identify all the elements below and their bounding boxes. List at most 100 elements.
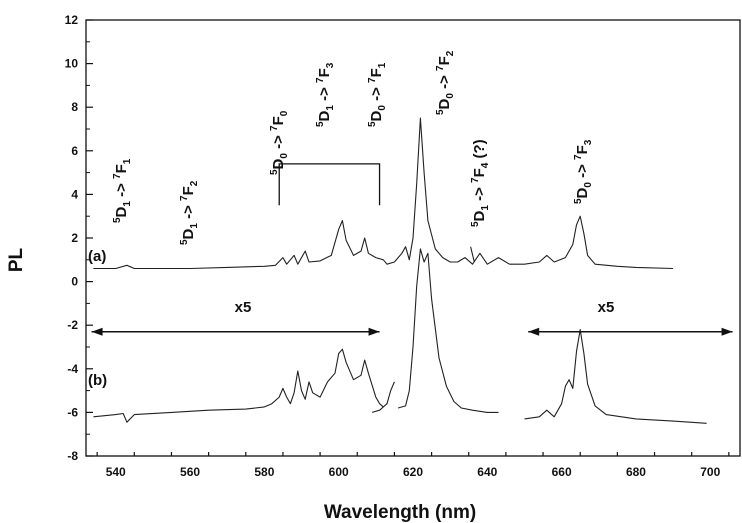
label-part-base1: D xyxy=(316,110,333,121)
label-part-pre: 5 xyxy=(367,121,378,127)
transition-label: 5D1 -> 7F2 xyxy=(179,180,200,245)
label-part-sub1: 0 xyxy=(583,182,594,188)
label-part-base2: F xyxy=(270,116,287,125)
spectrum-line-b xyxy=(524,329,707,424)
label-part-sub1: 1 xyxy=(325,105,336,111)
x-axis-ticks: 540 560 580 600 620 640 660 680 700 xyxy=(96,452,730,479)
label-part-arrow: -> xyxy=(316,83,333,105)
label-part-sub2: 2 xyxy=(445,50,456,56)
y-tick-label: -8 xyxy=(67,449,78,463)
label-part-sup2: 7 xyxy=(367,77,378,83)
spectrum-line-a xyxy=(93,117,674,270)
label-part-sup2: 7 xyxy=(435,65,446,71)
scale-label-x5: x5 xyxy=(235,299,252,316)
y-tick-label: 8 xyxy=(71,100,78,114)
label-part-sup2: 7 xyxy=(470,177,481,183)
label-part-sub1: 1 xyxy=(480,205,491,211)
label-part-pre: 5 xyxy=(315,121,326,127)
x5-range-arrow-right-head-right xyxy=(721,327,733,336)
label-part-base1: D xyxy=(270,158,287,169)
x-tick-label: 540 xyxy=(106,465,126,479)
y-tick-label: 2 xyxy=(71,231,78,245)
label-part-base2: F xyxy=(436,56,453,65)
spectrum-line-b xyxy=(371,381,395,413)
y-axis-ticks: -8 -6 -4 -2 0 2 4 6 8 10 12 xyxy=(65,13,93,463)
label-part-base1: D xyxy=(574,187,591,198)
x5-range-arrow-right-head-left xyxy=(528,327,540,336)
label-part-arrow: -> xyxy=(270,131,287,153)
transition-label: 5D1 -> 7F1 xyxy=(112,158,133,223)
label-part-arrow: -> xyxy=(574,160,591,182)
range-arrows: x5 x5 (a) (b) xyxy=(88,163,733,389)
x5-range-arrow-left-head-right xyxy=(368,327,380,336)
label-part-sub2: 0 xyxy=(279,110,290,116)
label-part-sub2: 3 xyxy=(325,62,336,68)
label-part-base1: D xyxy=(113,206,130,217)
label-part-sub1: 0 xyxy=(279,153,290,159)
label-part-pre: 5 xyxy=(112,217,123,223)
label-part-sup2: 7 xyxy=(179,195,190,201)
series-label-b: (b) xyxy=(88,372,107,389)
label-part-sub2: 3 xyxy=(583,139,594,145)
label-part-arrow: -> xyxy=(113,179,130,201)
bracket xyxy=(278,163,381,206)
label-part-pre: 5 xyxy=(269,169,280,175)
label-part-sub1: 0 xyxy=(377,105,388,111)
x-tick-label: 600 xyxy=(329,465,349,479)
spectrum-line-b xyxy=(397,248,499,413)
label-part-sup2: 7 xyxy=(315,77,326,83)
transition-label: 5D1 -> 7F3 xyxy=(315,62,336,127)
label-part-pre: 5 xyxy=(573,198,584,204)
label-part-base2: F xyxy=(180,186,197,195)
label-part-base1: D xyxy=(471,210,488,221)
series-label-a: (a) xyxy=(88,248,106,265)
x-tick-label: 620 xyxy=(403,465,423,479)
scale-label-x5: x5 xyxy=(598,299,615,316)
x-tick-label: 660 xyxy=(552,465,572,479)
transition-label: 5D0 -> 7F2 xyxy=(435,50,456,115)
label-part-base1: D xyxy=(368,110,385,121)
label-part-pre: 5 xyxy=(179,239,190,245)
spectra xyxy=(93,117,707,424)
label-part-sub1: 1 xyxy=(122,201,133,207)
y-tick-label: 10 xyxy=(65,57,79,71)
label-part-arrow: -> xyxy=(471,183,488,205)
x-tick-label: 640 xyxy=(477,465,497,479)
y-tick-label: 12 xyxy=(65,13,79,27)
label-part-base2: F xyxy=(368,68,385,77)
spectrum-line-a xyxy=(470,246,475,263)
label-part-base2: F xyxy=(316,68,333,77)
label-part-arrow: -> xyxy=(180,201,197,223)
transition-label: 5D0 -> 7F0 xyxy=(269,110,290,175)
label-part-pre: 5 xyxy=(470,221,481,227)
y-tick-label: 6 xyxy=(71,144,78,158)
label-part-base1: D xyxy=(180,228,197,239)
label-part-sub2: 1 xyxy=(122,158,133,164)
x-axis-title: Wavelength (nm) xyxy=(324,502,476,523)
label-part-sup2: 7 xyxy=(112,173,123,179)
y-tick-label: -2 xyxy=(67,318,78,332)
transition-label: 5D0 -> 7F1 xyxy=(367,62,388,127)
transition-label: 5D1 -> 7F4 (?) xyxy=(470,139,491,227)
x-tick-label: 580 xyxy=(254,465,274,479)
label-part-sub1: 1 xyxy=(189,223,200,229)
x5-range-arrow-left-head-left xyxy=(91,327,103,336)
y-tick-label: -4 xyxy=(67,362,78,376)
label-part-sub2: 4 xyxy=(480,162,491,168)
x-tick-label: 700 xyxy=(700,465,720,479)
label-part-sub1: 0 xyxy=(445,93,456,99)
label-part-base1: D xyxy=(436,98,453,109)
x-tick-label: 560 xyxy=(180,465,200,479)
label-part-base2: F xyxy=(113,164,130,173)
transition-label: 5D0 -> 7F3 xyxy=(573,139,594,204)
spectrum-line-b xyxy=(93,348,384,423)
label-part-base2: F xyxy=(471,168,488,177)
label-part-arrow: -> xyxy=(436,71,453,93)
label-part-sup2: 7 xyxy=(269,125,280,131)
label-part-pre: 5 xyxy=(435,109,446,115)
y-tick-label: 0 xyxy=(71,275,78,289)
label-part-base2: F xyxy=(574,145,591,154)
y-axis-title: PL xyxy=(6,247,27,272)
